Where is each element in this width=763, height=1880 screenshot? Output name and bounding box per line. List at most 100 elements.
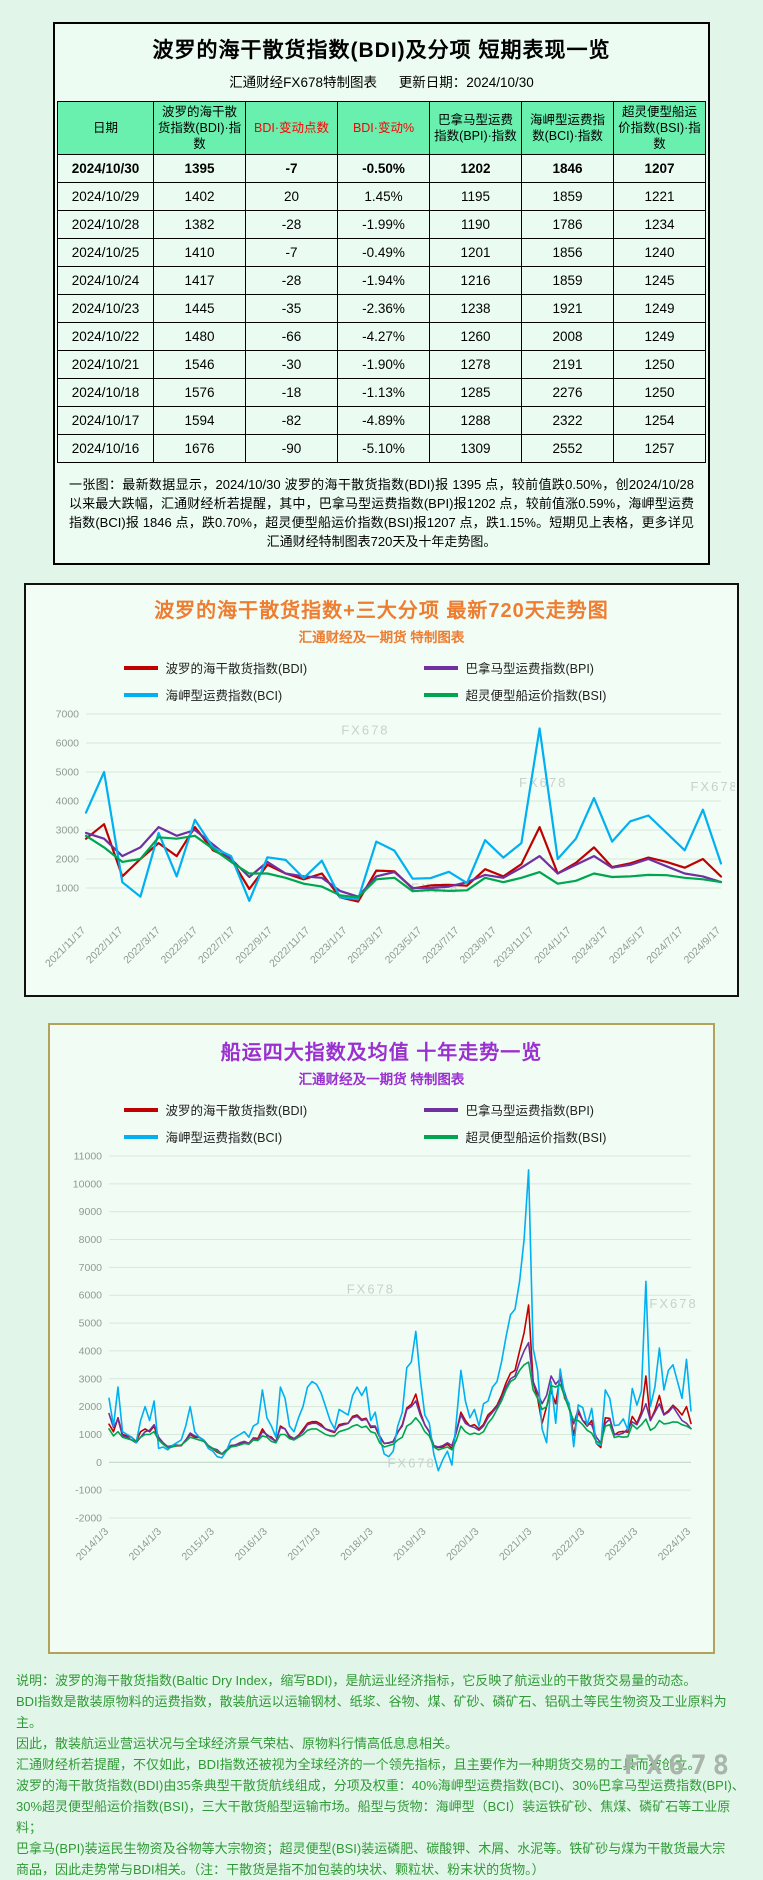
bdi-data-table: 日期 波罗的海干散货指数(BDI)·指数 BDI·变动点数 BDI·变动% 巴拿马型运费… xyxy=(57,101,706,463)
chart-720-title: 波罗的海干散货指数+三大分项 最新720天走势图 xyxy=(154,600,609,622)
chart-720-svg: 10002000300040005000600070002021/11/1720… xyxy=(43,709,735,970)
table-cell: 1245 xyxy=(613,266,706,295)
svg-text:5000: 5000 xyxy=(56,767,80,779)
table-cell: -18 xyxy=(245,378,338,407)
table-cell: 2008 xyxy=(521,322,614,351)
table-row: 2024/10/30 1395 -7 -0.50% 1202 1846 1207 xyxy=(57,154,706,183)
table-cell: 20 xyxy=(245,182,338,211)
svg-text:2024/5/17: 2024/5/17 xyxy=(607,925,649,967)
legend-swatch-icon xyxy=(123,692,158,697)
table-cell: 1238 xyxy=(429,294,522,323)
table-cell: -28 xyxy=(245,266,338,295)
svg-text:FX678: FX678 xyxy=(387,1455,435,1470)
svg-text:6000: 6000 xyxy=(79,1290,103,1302)
legend-item: 巴拿马型运费指数(BPI) xyxy=(382,1100,682,1119)
column-header: BDI·变动% xyxy=(337,101,430,155)
svg-text:7000: 7000 xyxy=(56,709,80,721)
legend-item: 海岬型运费指数(BCI) xyxy=(82,685,382,704)
legend-swatch-icon xyxy=(123,665,158,670)
table-cell: 1.45% xyxy=(337,182,430,211)
svg-text:11000: 11000 xyxy=(74,1151,103,1163)
legend-label: 巴拿马型运费指数(BPI) xyxy=(465,1104,594,1118)
svg-text:0: 0 xyxy=(96,1457,102,1469)
table-cell: 2024/10/17 xyxy=(57,406,154,435)
svg-text:4000: 4000 xyxy=(79,1345,103,1357)
legend-item: 超灵便型船运价指数(BSI) xyxy=(382,1127,682,1146)
svg-text:-1000: -1000 xyxy=(75,1485,102,1497)
svg-text:2023/7/17: 2023/7/17 xyxy=(420,925,462,967)
table-row: 2024/10/25 1410 -7 -0.49% 1201 1856 1240 xyxy=(57,238,706,267)
svg-text:2014/1/3: 2014/1/3 xyxy=(74,1526,111,1563)
svg-text:2024/9/17: 2024/9/17 xyxy=(682,925,724,967)
column-header: 日期 xyxy=(57,101,154,155)
column-header: BDI·变动点数 xyxy=(245,101,338,155)
svg-text:FX678: FX678 xyxy=(341,722,389,737)
table-cell: 1250 xyxy=(613,350,706,379)
table-cell: -1.90% xyxy=(337,350,430,379)
svg-text:3000: 3000 xyxy=(79,1373,103,1385)
table-cell: -1.99% xyxy=(337,210,430,239)
table-cell: -4.27% xyxy=(337,322,430,351)
note-line: 汇通财经析若提醒，不仅如此，BDI指数还被视为全球经济的一个领先指标，且主要作为… xyxy=(16,1757,701,1772)
svg-text:10000: 10000 xyxy=(73,1178,102,1190)
table-cell: 1190 xyxy=(429,210,522,239)
table-cell: 2024/10/18 xyxy=(57,378,154,407)
svg-text:2000: 2000 xyxy=(56,854,80,866)
svg-text:2022/7/17: 2022/7/17 xyxy=(196,925,238,967)
column-header: 超灵便型船运价指数(BSI)·指数 xyxy=(613,101,706,155)
column-header: 巴拿马型运费指数(BPI)·指数 xyxy=(429,101,522,155)
chart-10y-legend: 波罗的海干散货指数(BDI) 巴拿马型运费指数(BPI) 海岬型运费指数(BCI) 超… xyxy=(50,1100,713,1146)
legend-item: 海岬型运费指数(BCI) xyxy=(82,1127,382,1146)
table-cell: -1.13% xyxy=(337,378,430,407)
svg-text:9000: 9000 xyxy=(79,1206,103,1218)
svg-text:2017/1/3: 2017/1/3 xyxy=(285,1526,322,1563)
chart-720-panel: 波罗的海干散货指数+三大分项 最新720天走势图 汇通财经及一期货 特制图表 波… xyxy=(24,583,739,997)
table-cell: 1576 xyxy=(153,378,246,407)
table-cell: 1786 xyxy=(521,210,614,239)
svg-text:2024/7/17: 2024/7/17 xyxy=(644,925,686,967)
table-cell: 1278 xyxy=(429,350,522,379)
table-row: 2024/10/28 1382 -28 -1.99% 1190 1786 1234 xyxy=(57,210,706,239)
legend-swatch-icon xyxy=(123,1107,158,1112)
table-cell: 1846 xyxy=(521,154,614,183)
table-cell: 2024/10/24 xyxy=(57,266,154,295)
table-cell: 1257 xyxy=(613,434,706,463)
svg-text:4000: 4000 xyxy=(56,796,80,808)
table-cell: 2276 xyxy=(521,378,614,407)
table-cell: -7 xyxy=(245,238,338,267)
chart-10y-panel: 船运四大指数及均值 十年走势一览 汇通财经及一期货 特制图表 波罗的海干散货指数… xyxy=(48,1023,715,1654)
table-cell: 1309 xyxy=(429,434,522,463)
fx678-logo: FX678 xyxy=(623,1750,735,1781)
svg-text:2018/1/3: 2018/1/3 xyxy=(338,1526,375,1563)
svg-text:7000: 7000 xyxy=(79,1262,103,1274)
svg-text:6000: 6000 xyxy=(56,738,80,750)
table-cell: 2024/10/30 xyxy=(57,154,154,183)
svg-text:2023/1/17: 2023/1/17 xyxy=(308,925,350,967)
column-header: 波罗的海干散货指数(BDI)·指数 xyxy=(153,101,246,155)
table-row: 2024/10/16 1676 -90 -5.10% 1309 2552 1257 xyxy=(57,434,706,463)
svg-text:2023/5/17: 2023/5/17 xyxy=(383,925,425,967)
table-cell: 2191 xyxy=(521,350,614,379)
legend-label: 波罗的海干散货指数(BDI) xyxy=(165,662,308,676)
table-cell: 1260 xyxy=(429,322,522,351)
table-cell: 2024/10/21 xyxy=(57,350,154,379)
svg-text:5000: 5000 xyxy=(79,1318,103,1330)
svg-text:-2000: -2000 xyxy=(75,1513,102,1525)
legend-label: 海岬型运费指数(BCI) xyxy=(165,689,283,703)
note-line: 30%超灵便型船运价指数(BSI)，三大干散货船型运输市场。船型与货物：海岬型（… xyxy=(16,1799,731,1835)
bdi-short-term-panel: 波罗的海干散货指数(BDI)及分项 短期表现一览 汇通财经FX678特制图表 更… xyxy=(53,22,710,565)
table-row: 2024/10/23 1445 -35 -2.36% 1238 1921 1249 xyxy=(57,294,706,323)
table-cell: 1202 xyxy=(429,154,522,183)
table-cell: 1207 xyxy=(613,154,706,183)
note-line: 说明：波罗的海干散货指数(Baltic Dry Index，缩写BDI)，是航运… xyxy=(16,1673,697,1688)
table-cell: 2024/10/16 xyxy=(57,434,154,463)
table-cell: -4.89% xyxy=(337,406,430,435)
table-row: 2024/10/29 1402 20 1.45% 1195 1859 1221 xyxy=(57,182,706,211)
chart-10y-subtitle: 汇通财经及一期货 特制图表 xyxy=(298,1072,465,1087)
svg-text:2022/1/17: 2022/1/17 xyxy=(84,925,126,967)
table-cell: -5.10% xyxy=(337,434,430,463)
table-cell: 1410 xyxy=(153,238,246,267)
table-cell: -2.36% xyxy=(337,294,430,323)
page: { "page": { "fx_logo": "FX678" }, "table… xyxy=(0,22,763,1877)
svg-text:2016/1/3: 2016/1/3 xyxy=(232,1526,269,1563)
